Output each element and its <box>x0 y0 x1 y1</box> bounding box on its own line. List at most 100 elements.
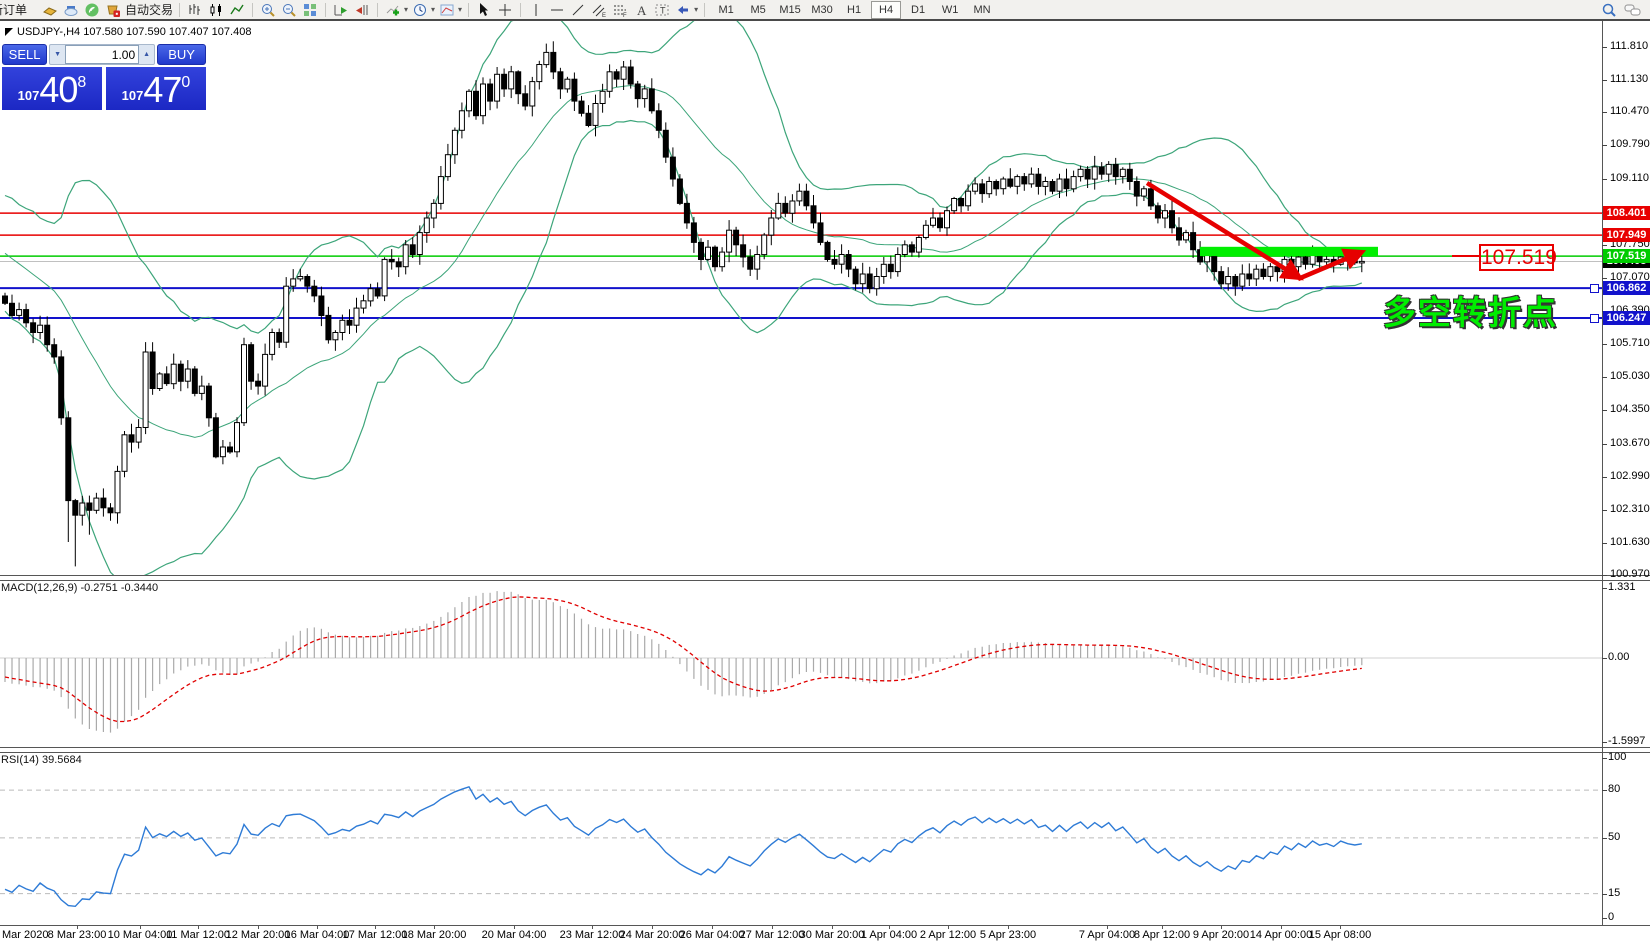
time-axis-label: 24 Mar 20:00 <box>619 929 685 941</box>
candle-body <box>1246 273 1253 280</box>
fibonacci-icon[interactable]: F <box>611 1 629 18</box>
candlestick-chart-icon[interactable] <box>207 1 225 18</box>
candle-body <box>437 176 444 204</box>
candle-body <box>1091 166 1098 180</box>
timeframe-button-h1[interactable]: H1 <box>847 3 862 16</box>
candle-body <box>662 129 669 158</box>
indicators-dropdown[interactable]: ▾ <box>404 5 409 14</box>
candle-body <box>44 324 51 346</box>
tile-windows-icon[interactable] <box>301 1 319 18</box>
candle-body <box>100 497 107 509</box>
buy-price-display[interactable]: 107 47 0 <box>106 67 206 110</box>
horizontal-line-icon[interactable] <box>548 1 566 18</box>
timeframe-button-m1[interactable]: M1 <box>718 3 734 16</box>
periods-icon[interactable] <box>411 1 429 18</box>
autotrading-label[interactable]: 自动交易 <box>125 3 174 17</box>
candle-body <box>318 295 325 316</box>
candle-body <box>1021 176 1028 185</box>
text-label-icon[interactable]: T <box>653 1 671 18</box>
window-separator <box>0 19 1650 21</box>
time-axis-label: 5 Apr 23:00 <box>979 929 1037 941</box>
new-order-icon[interactable] <box>41 1 59 18</box>
metaeditor-icon[interactable] <box>62 1 80 18</box>
candle-body <box>1133 181 1140 197</box>
cursor-icon[interactable] <box>475 1 493 18</box>
main-chart-canvas[interactable] <box>0 21 1602 576</box>
rsi-pane-canvas[interactable] <box>0 752 1602 925</box>
zoom-in-icon[interactable] <box>259 1 277 18</box>
candle-body <box>325 314 332 341</box>
text-tool-icon[interactable]: A <box>632 1 650 18</box>
templates-dropdown[interactable]: ▾ <box>458 5 463 14</box>
line-drag-handle[interactable] <box>1590 284 1599 293</box>
volume-decrease-button[interactable]: ▼ <box>54 51 62 58</box>
sell-price-handle: 107 <box>17 88 40 103</box>
timeframe-button-m5[interactable]: M5 <box>750 3 766 16</box>
price-line-badge: 108.401 <box>1603 206 1650 220</box>
timeframe-button-d1[interactable]: D1 <box>911 3 926 16</box>
candle-body <box>585 112 592 127</box>
periods-dropdown[interactable]: ▾ <box>431 5 436 14</box>
volume-increase-button[interactable]: ▲ <box>143 51 151 58</box>
macd-tick <box>1602 588 1607 589</box>
macd-pane-canvas[interactable] <box>0 580 1602 748</box>
timeframe-button-mn[interactable]: MN <box>973 3 991 16</box>
time-axis-tick <box>592 925 593 929</box>
arrows-tool-icon[interactable] <box>674 1 692 18</box>
signals-icon[interactable] <box>83 1 101 18</box>
candle-body <box>121 434 128 472</box>
arrows-dropdown[interactable]: ▾ <box>694 5 699 14</box>
bar-chart-icon[interactable] <box>186 1 204 18</box>
candle-body <box>627 66 634 85</box>
timeframe-button-w1[interactable]: W1 <box>941 3 959 16</box>
candle-body <box>444 154 451 178</box>
equidistant-channel-icon[interactable]: E <box>590 1 608 18</box>
pane-divider[interactable] <box>0 575 1650 581</box>
macd-tick-label: 1.331 <box>1608 581 1636 593</box>
chart-shift-icon[interactable] <box>353 1 371 18</box>
auto-scroll-icon[interactable] <box>332 1 350 18</box>
candle-body <box>1358 260 1365 264</box>
vertical-line-icon[interactable] <box>527 1 545 18</box>
timeframe-button-m15[interactable]: M15 <box>779 3 801 16</box>
price-tick <box>1602 278 1607 279</box>
trendline-icon[interactable] <box>569 1 587 18</box>
candle-body <box>480 83 486 117</box>
collapse-panel-arrow[interactable] <box>5 28 13 36</box>
templates-icon[interactable] <box>438 1 456 18</box>
line-chart-icon[interactable] <box>228 1 246 18</box>
price-tick-label: 105.030 <box>1610 370 1650 382</box>
autotrading-icon[interactable] <box>104 1 122 18</box>
svg-text:F: F <box>623 13 627 18</box>
candle-body <box>958 198 965 207</box>
candle-body <box>72 500 79 516</box>
sell-button[interactable]: SELL <box>2 44 48 65</box>
chat-icon[interactable] <box>1624 1 1642 18</box>
sell-price-display[interactable]: 107 40 8 <box>2 67 102 110</box>
candle-body <box>859 273 866 285</box>
trend-arrow[interactable] <box>1297 248 1367 282</box>
timeframe-button-h4[interactable]: H4 <box>871 0 902 19</box>
trend-arrow[interactable] <box>1145 181 1304 281</box>
turning-point-annotation[interactable]: 多空转折点 <box>1383 294 1558 331</box>
new-order-button[interactable]: 新订单 <box>0 1 38 19</box>
rsi-tick-label: 50 <box>1608 831 1621 843</box>
zoom-out-icon[interactable] <box>280 1 298 18</box>
time-axis-tick <box>258 925 259 929</box>
volume-input[interactable] <box>65 45 140 64</box>
line-drag-handle[interactable] <box>1590 314 1599 323</box>
crosshair-icon[interactable] <box>496 1 514 18</box>
support-zone-bar[interactable] <box>1200 246 1378 257</box>
search-icon[interactable] <box>1600 1 1618 18</box>
candle-body <box>23 309 30 324</box>
indicators-icon[interactable] <box>384 1 402 18</box>
price-callout-label[interactable]: 107.519 <box>1479 244 1557 271</box>
candle-body <box>676 178 683 204</box>
price-tick-label: 104.350 <box>1610 403 1650 415</box>
timeframe-button-m30[interactable]: M30 <box>811 3 833 16</box>
macd-tick-label: 0.00 <box>1608 651 1630 663</box>
candle-body <box>1140 188 1147 197</box>
buy-button[interactable]: BUY <box>157 44 206 65</box>
pane-divider[interactable] <box>0 747 1650 753</box>
